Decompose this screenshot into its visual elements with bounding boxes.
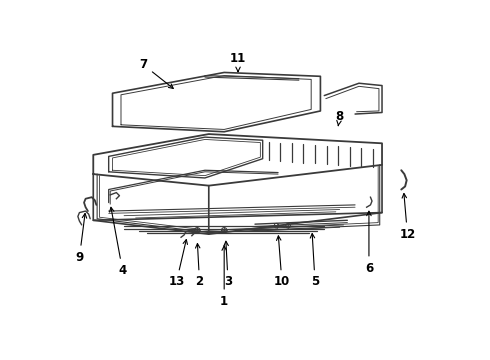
- Text: 2: 2: [196, 244, 204, 288]
- Text: 13: 13: [168, 240, 188, 288]
- Text: 10: 10: [274, 236, 290, 288]
- Text: 1: 1: [220, 246, 228, 308]
- Text: 9: 9: [75, 213, 87, 264]
- Text: 5: 5: [310, 234, 319, 288]
- Text: 7: 7: [139, 58, 173, 89]
- Text: 3: 3: [224, 241, 232, 288]
- Text: 8: 8: [336, 110, 344, 126]
- Text: 12: 12: [399, 194, 416, 240]
- Text: 6: 6: [365, 211, 373, 275]
- Text: 4: 4: [110, 207, 126, 277]
- Text: 11: 11: [230, 52, 246, 72]
